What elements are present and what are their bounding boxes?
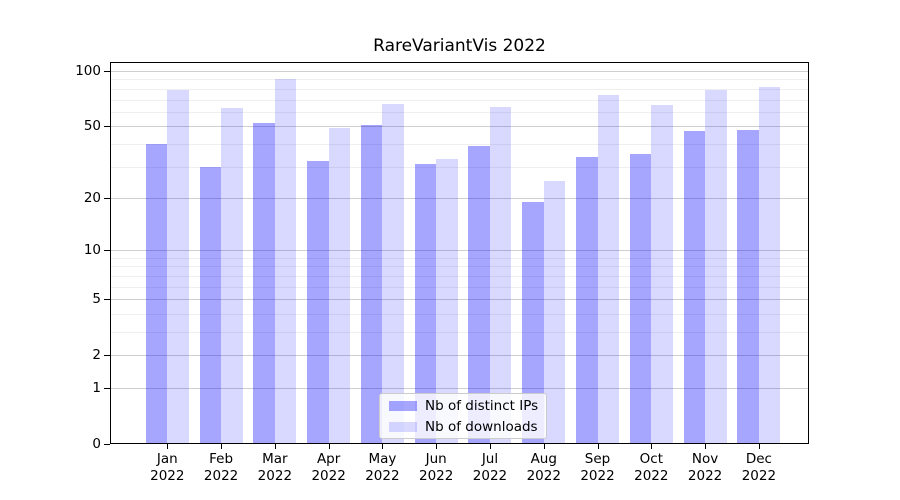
bar-jan-distinct-ips bbox=[145, 143, 168, 444]
x-tick-label-jul: Jul 2022 bbox=[472, 451, 508, 484]
y-tick-mark bbox=[104, 355, 110, 357]
legend-swatch-distinct-ips-icon bbox=[389, 400, 417, 411]
y-tick-mark bbox=[104, 250, 110, 252]
bar-may-distinct-ips bbox=[360, 124, 383, 444]
x-tick-label-may: May 2022 bbox=[365, 451, 400, 484]
chart-title: RareVariantVis 2022 bbox=[373, 36, 546, 56]
x-tick-label-mar: Mar 2022 bbox=[257, 451, 293, 484]
major-gridline bbox=[110, 126, 809, 128]
major-gridline bbox=[110, 387, 809, 389]
y-tick-label: 1 bbox=[92, 379, 101, 396]
x-tick-mark bbox=[382, 444, 384, 449]
major-gridline bbox=[110, 197, 809, 199]
minor-gridline bbox=[110, 331, 809, 333]
bar-aug-distinct-ips bbox=[522, 201, 544, 444]
minor-gridline bbox=[110, 275, 809, 277]
minor-gridline bbox=[110, 79, 809, 81]
bar-may-downloads bbox=[382, 104, 404, 444]
legend-label-downloads: Nb of downloads bbox=[425, 418, 538, 435]
x-tick-label-jan: Jan 2022 bbox=[150, 451, 185, 484]
legend-swatch-downloads-icon bbox=[389, 421, 417, 432]
bar-oct-distinct-ips bbox=[629, 154, 652, 444]
x-tick-mark bbox=[758, 444, 760, 449]
minor-gridline bbox=[110, 111, 809, 113]
bar-mar-downloads bbox=[274, 78, 297, 444]
x-tick-label-oct: Oct 2022 bbox=[634, 451, 669, 484]
y-tick-label: 2 bbox=[92, 347, 101, 364]
x-tick-mark bbox=[543, 444, 545, 449]
minor-gridline bbox=[110, 99, 809, 101]
minor-gridline bbox=[110, 286, 809, 288]
x-tick-label-feb: Feb 2022 bbox=[203, 451, 239, 484]
y-tick-mark bbox=[104, 387, 110, 389]
minor-gridline bbox=[110, 313, 809, 315]
minor-gridline bbox=[110, 266, 809, 268]
bar-nov-distinct-ips bbox=[683, 131, 706, 444]
legend-label-distinct-ips: Nb of distinct IPs bbox=[425, 397, 539, 414]
bar-apr-distinct-ips bbox=[307, 161, 329, 444]
legend-item-distinct-ips: Nb of distinct IPs bbox=[380, 396, 546, 415]
x-tick-mark bbox=[705, 444, 707, 449]
bar-mar-distinct-ips bbox=[253, 123, 275, 444]
y-tick-mark bbox=[104, 71, 110, 73]
bar-jun-distinct-ips bbox=[414, 163, 437, 444]
minor-gridline bbox=[110, 257, 809, 259]
x-tick-mark bbox=[167, 444, 169, 449]
bar-jun-downloads bbox=[436, 159, 458, 444]
x-tick-label-nov: Nov 2022 bbox=[687, 451, 723, 484]
x-tick-mark bbox=[597, 444, 599, 449]
x-tick-mark bbox=[221, 444, 223, 449]
bar-nov-downloads bbox=[705, 89, 727, 444]
bar-apr-downloads bbox=[328, 127, 351, 444]
bar-dec-downloads bbox=[758, 86, 781, 444]
bar-jan-downloads bbox=[167, 89, 189, 444]
y-tick-label: 50 bbox=[83, 118, 101, 135]
y-tick-label: 100 bbox=[75, 63, 101, 80]
x-tick-mark bbox=[651, 444, 653, 449]
bar-feb-distinct-ips bbox=[199, 166, 222, 444]
y-tick-label: 10 bbox=[83, 242, 101, 259]
x-tick-mark bbox=[328, 444, 330, 449]
bar-oct-downloads bbox=[651, 105, 673, 444]
major-gridline bbox=[110, 299, 809, 301]
x-tick-label-jun: Jun 2022 bbox=[419, 451, 454, 484]
major-gridline bbox=[110, 250, 809, 252]
bar-sep-distinct-ips bbox=[576, 156, 598, 444]
y-tick-mark bbox=[104, 299, 110, 301]
y-tick-label: 5 bbox=[92, 291, 101, 308]
legend-item-downloads: Nb of downloads bbox=[380, 417, 546, 436]
y-tick-label: 0 bbox=[92, 436, 101, 452]
x-tick-mark bbox=[489, 444, 491, 449]
y-tick-mark bbox=[104, 197, 110, 199]
legend: Nb of distinct IPs Nb of downloads bbox=[379, 393, 547, 439]
bar-feb-downloads bbox=[221, 107, 243, 444]
major-gridline bbox=[110, 355, 809, 357]
minor-gridline bbox=[110, 166, 809, 168]
x-tick-mark bbox=[274, 444, 276, 449]
bar-jul-distinct-ips bbox=[468, 145, 490, 444]
major-gridline bbox=[110, 71, 809, 73]
x-tick-label-aug: Aug 2022 bbox=[526, 451, 561, 484]
x-tick-label-sep: Sep 2022 bbox=[580, 451, 615, 484]
bar-sep-downloads bbox=[597, 95, 620, 444]
x-tick-label-dec: Dec 2022 bbox=[741, 451, 777, 484]
bar-dec-distinct-ips bbox=[737, 129, 759, 444]
minor-gridline bbox=[110, 143, 809, 145]
y-tick-label: 20 bbox=[83, 189, 101, 206]
bar-aug-downloads bbox=[543, 180, 566, 444]
bar-jul-downloads bbox=[489, 106, 512, 444]
x-tick-mark bbox=[436, 444, 438, 449]
y-tick-mark bbox=[104, 444, 110, 445]
plot-area bbox=[110, 62, 809, 444]
x-tick-label-apr: Apr 2022 bbox=[311, 451, 346, 484]
y-tick-mark bbox=[104, 126, 110, 128]
minor-gridline bbox=[110, 88, 809, 90]
